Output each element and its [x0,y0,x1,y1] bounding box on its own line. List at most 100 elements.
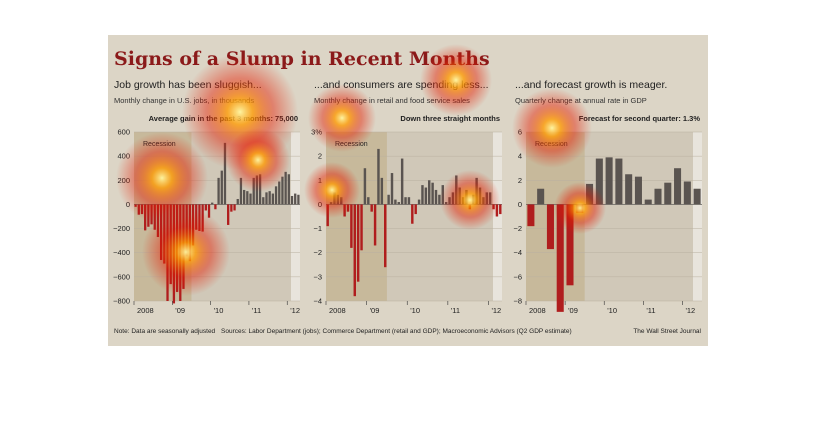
bar [140,204,144,215]
bar [458,187,461,205]
x-tick-label: '11 [646,306,655,315]
x-tick-label: 2008 [529,306,546,315]
y-tick-label: −200 [113,224,130,233]
y-tick-label: 0 [126,200,130,209]
bar [182,204,185,289]
bar [204,204,207,211]
bar [258,174,262,205]
bar [211,202,214,205]
bar [664,182,672,205]
figure-title: Signs of a Slump in Recent Months [114,48,490,70]
panel-annotation: Down three straight months [400,114,500,123]
bar [434,189,438,205]
y-tick-label: 2 [318,152,322,161]
bar [492,204,495,210]
bar [615,158,623,205]
bar [465,189,468,205]
bar [179,204,182,301]
y-tick-label: 0 [518,200,522,209]
bar [255,175,259,205]
bar [353,204,356,297]
x-tick-label: '11 [451,306,460,315]
figure-canvas: Signs of a Slump in Recent Months 600 400… [113,48,702,335]
bar [654,188,662,205]
bar [191,204,195,246]
data-note: Note: Data are seasonally adjusted [114,328,216,335]
bar [134,204,137,207]
publisher-credit: The Wall Street Journal [633,328,701,335]
y-tick-label: −600 [113,272,130,281]
x-tick-label: 2008 [137,306,154,315]
bar [674,168,682,205]
bar [488,192,492,205]
panel-subtitle: Quarterly change at annual rate in GDP [515,96,647,105]
bar [384,204,387,268]
y-tick-label: −3 [313,272,322,281]
bar [172,204,176,304]
bar [153,204,156,230]
bar [367,197,370,205]
panel-heading: ...and forecast growth is meager. [515,79,667,91]
y-tick-label: 2 [518,176,522,185]
bar [239,177,243,205]
y-tick-label: 400 [117,152,130,161]
bar [404,197,407,205]
bar [227,204,230,225]
bar [268,191,271,205]
bar [428,180,431,205]
bar [287,174,290,205]
bar [499,204,502,215]
bar [326,204,329,227]
bar [482,197,485,205]
bar [150,204,153,225]
recession-label: Recession [143,141,176,148]
recession-label: Recession [535,141,568,148]
bar [281,176,284,205]
bar [356,204,360,282]
recession-shading [526,132,585,301]
bar [634,176,642,205]
chart-panel-3: 6 4 2 0 −2 −4 −6 −8 2008 '09 '10 '11 '12 Recession...… [513,79,702,315]
y-tick-label: −2 [313,248,322,257]
bar [185,204,188,257]
bar [147,204,150,227]
bar [546,204,554,250]
bar [340,197,343,205]
y-tick-label: 600 [117,128,130,137]
bar [407,197,411,205]
bar [329,202,333,205]
bar [159,204,163,260]
bar [495,204,499,217]
bar [693,188,701,205]
chart-panel-1: 600 400 200 0 −200 −400 −600 −800 2008 '09 '10 '11 '… [113,79,300,315]
bar [195,204,198,230]
x-tick-label: '12 [685,306,695,315]
x-tick-label: '10 [214,306,224,315]
bar [461,197,465,205]
panel-annotation: Average gain in the past 3 months: 75,00… [149,114,298,123]
bar [333,192,336,205]
bar [198,204,201,231]
bar [527,204,535,227]
bar [350,204,353,248]
y-tick-label: −1 [313,224,322,233]
bar [230,204,233,212]
bar [556,204,564,312]
x-tick-label: '12 [290,306,300,315]
bar [377,148,380,205]
bar [441,185,444,205]
x-tick-label: '10 [410,306,420,315]
y-tick-label: −400 [113,248,130,257]
bar [274,186,278,205]
panel-heading: Job growth has been sluggish... [114,79,262,91]
x-tick-label: '10 [607,306,617,315]
bar [201,204,204,232]
bar [137,204,140,215]
y-tick-label: −6 [513,272,522,281]
chart-figure: Signs of a Slump in Recent Months 600 400… [108,35,708,346]
bar [271,193,275,205]
bar [605,157,613,205]
bar [421,185,424,205]
bar [360,204,363,251]
recent-period-shading [693,132,702,301]
